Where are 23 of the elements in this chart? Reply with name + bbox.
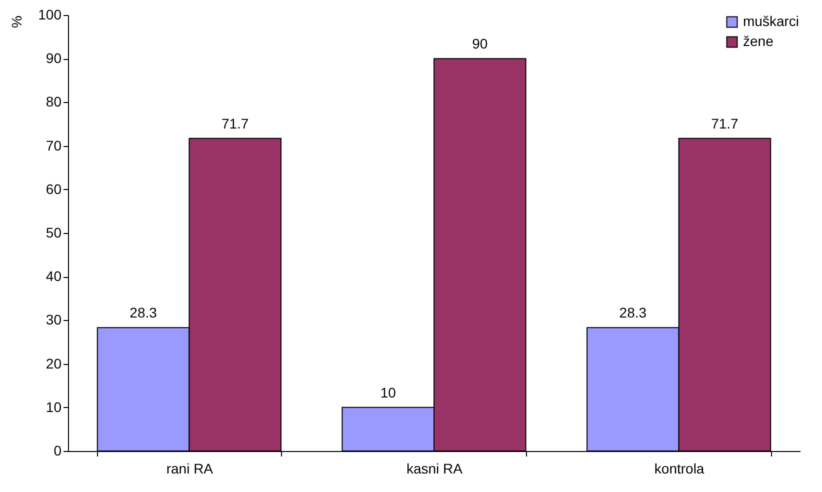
data-label: 28.3 [130, 304, 158, 321]
data-label: 71.7 [711, 115, 739, 132]
y-axis-title: % [8, 16, 24, 28]
data-label: 10 [380, 384, 396, 400]
x-tick-label: kasni RA [406, 460, 464, 476]
x-tick-label: rani RA [166, 460, 214, 476]
y-tick-label: 70 [46, 137, 62, 154]
y-tick-label: 10 [46, 398, 62, 415]
y-tick-label: 100 [38, 6, 62, 22]
y-tick-label: 90 [46, 50, 62, 66]
y-tick-label: 0 [54, 442, 62, 458]
y-tick-label: 40 [46, 268, 62, 284]
y-tick-label: 80 [46, 94, 62, 110]
legend-label: muškarci [743, 13, 800, 29]
data-label: 71.7 [221, 115, 249, 132]
data-label: 28.3 [619, 304, 647, 321]
y-tick-label: 60 [46, 180, 62, 197]
y-tick-label: 20 [46, 355, 62, 372]
legend-label: žene [743, 33, 774, 49]
x-tick-label: kontrola [654, 460, 704, 476]
y-tick-label: 30 [46, 312, 62, 328]
data-label: 90 [472, 36, 488, 52]
y-tick-label: 50 [46, 224, 62, 240]
